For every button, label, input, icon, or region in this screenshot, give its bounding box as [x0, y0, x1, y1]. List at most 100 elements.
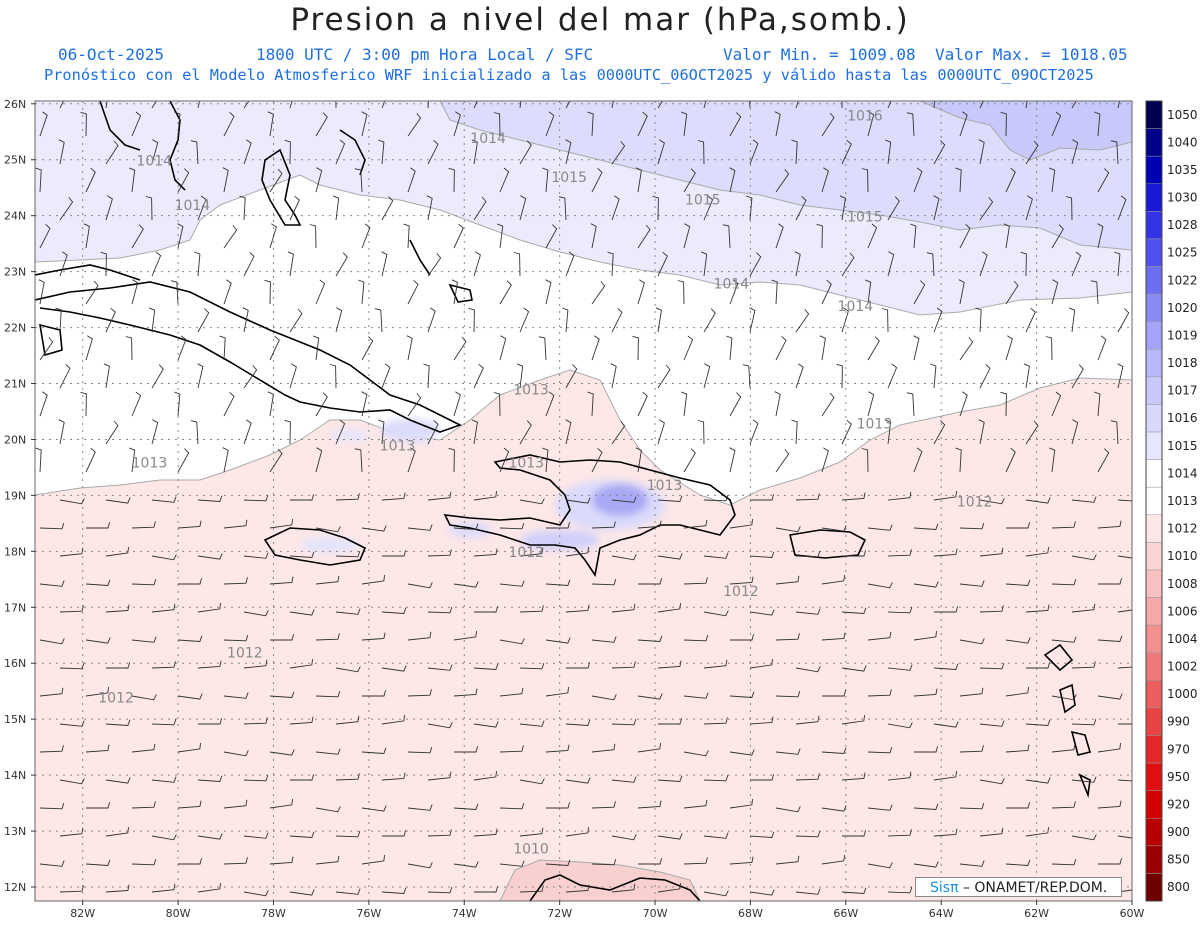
wind-barb	[729, 749, 755, 756]
wind-barb	[1071, 364, 1084, 389]
wind-barb	[959, 391, 968, 417]
wind-barb	[637, 279, 645, 305]
isobar-label: 1013	[380, 439, 416, 455]
wind-barb	[55, 307, 62, 333]
wind-barb	[267, 391, 274, 417]
colorbar-swatch	[1145, 735, 1163, 764]
wind-barb	[85, 637, 111, 644]
wind-barb	[177, 800, 202, 809]
lon-label: 68W	[738, 907, 763, 920]
wind-barb	[284, 419, 291, 445]
lat-label: 17N	[4, 601, 26, 614]
wind-barb	[821, 747, 847, 754]
coast-venezuela	[529, 874, 701, 901]
colorbar-label: 920	[1167, 797, 1190, 811]
wind-barb	[697, 420, 705, 445]
colorbar-swatch	[1145, 349, 1163, 378]
coast-eleuthera	[339, 129, 366, 176]
wind-barb	[105, 719, 131, 726]
wind-barb	[453, 223, 464, 249]
isobar-label: 1012	[98, 690, 134, 706]
wind-barb	[85, 686, 110, 697]
wind-barb	[749, 658, 774, 669]
wind-barb	[269, 576, 294, 585]
wind-barb	[177, 223, 184, 249]
wind-barb	[565, 101, 571, 109]
wind-barb	[473, 251, 481, 277]
colorbar-swatch	[1145, 376, 1163, 405]
wind-barb	[1051, 521, 1076, 529]
wind-barb	[333, 195, 340, 221]
wind-barb	[519, 778, 545, 785]
wind-barb	[190, 420, 199, 445]
wind-barb	[841, 665, 867, 672]
wind-barb	[407, 279, 419, 305]
coast-puerto-rico	[789, 529, 867, 559]
wind-barb	[269, 749, 295, 756]
wind-barb	[885, 419, 892, 445]
wind-barb	[795, 888, 821, 895]
wind-barb	[913, 280, 926, 305]
wind-barb	[519, 420, 532, 445]
wind-barb	[607, 251, 614, 277]
wind-barb	[978, 419, 985, 445]
wind-barb	[821, 112, 835, 137]
wind-barb	[1049, 447, 1056, 473]
wind-barb	[86, 522, 111, 529]
wind-barb	[545, 391, 555, 417]
wind-barb	[611, 421, 626, 445]
wind-barb	[979, 251, 988, 277]
wind-barb	[1117, 499, 1132, 502]
wind-barb	[933, 548, 958, 557]
wind-barb	[591, 858, 617, 866]
wind-barb	[289, 609, 315, 616]
wind-barb	[638, 578, 663, 585]
wind-barb	[427, 606, 453, 614]
wind-barb	[473, 721, 499, 728]
wind-barb	[842, 550, 867, 557]
wind-barb	[499, 447, 510, 473]
wind-barb	[1025, 140, 1039, 165]
wind-barb	[959, 522, 985, 530]
wind-barb	[867, 582, 893, 589]
colorbar-label: 900	[1167, 825, 1190, 839]
wind-barb	[423, 363, 430, 389]
wind-barb	[131, 743, 156, 753]
colorbar-label: 1012	[1167, 522, 1198, 536]
wind-barb	[657, 101, 664, 109]
wind-barb	[131, 521, 156, 529]
colorbar-swatch	[1145, 597, 1163, 626]
colorbar: 1050 1040 1035 1030 1028 1025 1022 1020 1019 1018…	[1145, 100, 1198, 902]
wind-barb	[657, 251, 668, 277]
wind-barb	[453, 803, 479, 810]
wind-barb	[1005, 167, 1016, 193]
wind-barb	[1051, 694, 1077, 701]
wind-barb	[1069, 307, 1076, 333]
wind-barb	[519, 140, 532, 165]
lon-label: 62W	[1024, 907, 1049, 920]
wind-barb	[1025, 420, 1039, 445]
wind-barb	[361, 854, 386, 865]
wind-barb	[499, 802, 525, 810]
wind-barb	[239, 195, 246, 221]
wind-barb	[174, 111, 181, 137]
wind-barb	[407, 393, 422, 417]
wind-barb	[657, 139, 665, 165]
wind-barb	[131, 694, 157, 701]
coast-isle-of-youth	[39, 323, 63, 357]
colorbar-label: 1016	[1167, 411, 1198, 425]
wind-barb	[264, 279, 271, 305]
wind-barb	[657, 602, 682, 613]
colorbar-label: 1004	[1167, 632, 1198, 646]
pressure-shade-1010	[499, 859, 701, 901]
wind-barb	[407, 582, 433, 589]
wind-barb	[105, 195, 113, 221]
wind-barb	[979, 363, 991, 389]
wind-barb	[451, 279, 458, 305]
wind-barb	[887, 363, 898, 389]
wind-barb	[1071, 496, 1097, 503]
wind-barb	[473, 770, 498, 781]
isobar-label: 1015	[685, 192, 721, 208]
wind-barb	[930, 363, 937, 389]
wind-barb	[657, 553, 683, 560]
